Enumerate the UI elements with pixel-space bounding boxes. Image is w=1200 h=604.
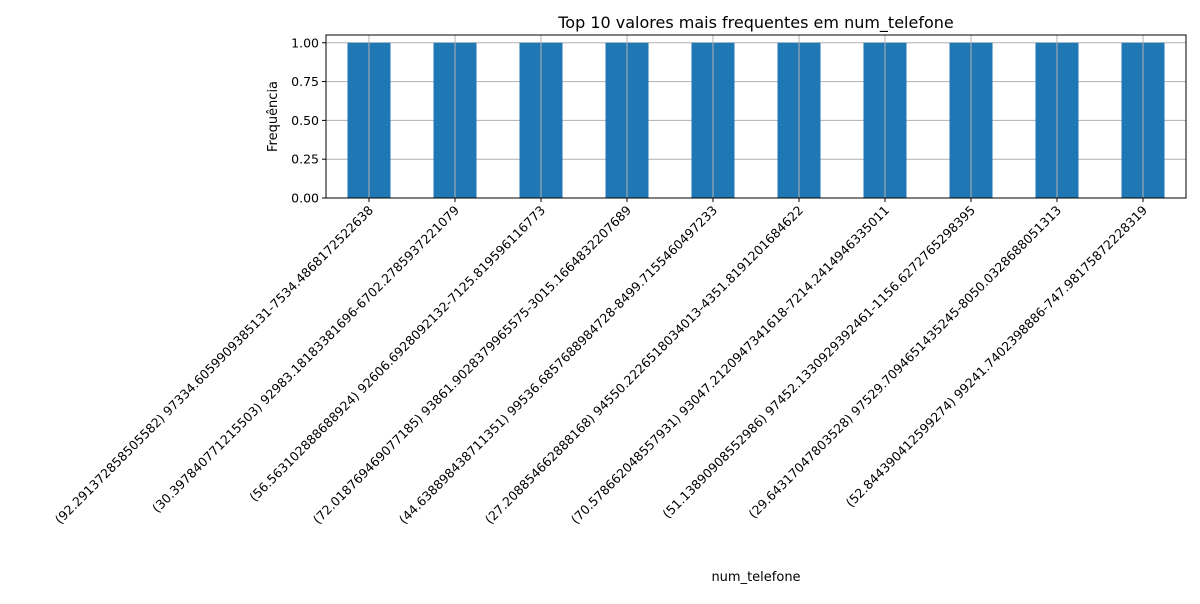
y-tick-label: 1.00	[291, 35, 319, 50]
chart-title: Top 10 valores mais frequentes em num_te…	[557, 13, 954, 33]
y-tick-label: 0.25	[291, 152, 319, 167]
x-axis-label: num_telefone	[711, 570, 800, 585]
x-tick-label: (72.01876946907718​5) 93861.90283799655​…	[310, 202, 634, 526]
x-tick-label: (70.57866204855793​1) 93047.21209473416​…	[568, 203, 892, 527]
x-tick-label: (29.64317047803528) 97529.70946514352​45…	[745, 203, 1064, 522]
x-tick-label: (44.63889843871135​1) 99536.68576889847​…	[396, 203, 720, 527]
y-axis-ticks: 0.00 0.25 0.50 0.75 1.00	[291, 35, 326, 206]
x-tick-label: (92.29137285850558​2) 97334.60599093851​…	[52, 202, 376, 526]
x-tick-label: (30.39784077121550​3) 92983.18183381696-…	[149, 202, 462, 515]
y-tick-label: 0.50	[291, 113, 319, 128]
x-tick-label: (56.56310288868892​4) 92606.69280921​32-…	[246, 203, 548, 505]
x-tick-label: (51.13890908552986) 97452.13309293924​61…	[659, 203, 978, 522]
x-tick-label: (52.84439041259927​4) 99241.74023988​86-…	[843, 202, 1151, 510]
x-axis-ticks: (92.29137285850558​2) 97334.60599093851​…	[52, 198, 1150, 527]
grid-front-layer	[368, 35, 1144, 198]
y-tick-label: 0.75	[291, 74, 319, 89]
y-axis-label: Frequência	[266, 81, 281, 152]
y-tick-label: 0.00	[291, 191, 319, 206]
x-tick-label: (27.20885466288816​8) 94550.22265180340​…	[482, 203, 806, 527]
plot-frame	[325, 34, 1187, 199]
